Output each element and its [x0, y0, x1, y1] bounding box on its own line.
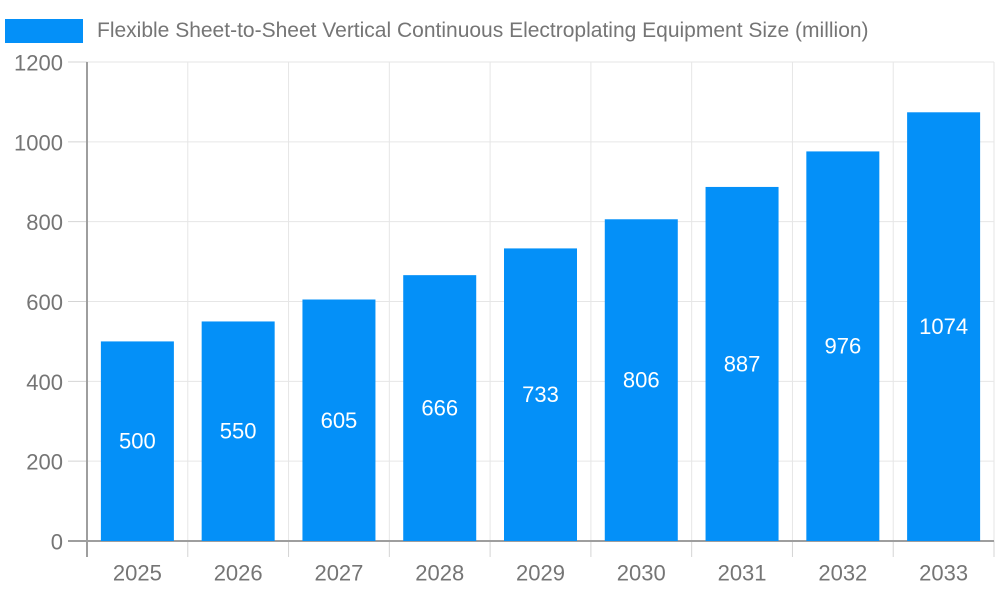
x-axis-tick-label: 2025 — [113, 561, 162, 586]
bar-2032[interactable] — [806, 151, 880, 541]
y-axis-tick-label: 800 — [26, 210, 63, 235]
y-axis-tick-label: 200 — [26, 450, 63, 475]
x-axis-tick-label: 2032 — [818, 561, 867, 586]
bar-2033[interactable] — [907, 112, 981, 542]
x-axis-tick-label: 2028 — [415, 561, 464, 586]
y-axis-tick-label: 400 — [26, 370, 63, 395]
bar-2028[interactable] — [403, 275, 477, 541]
bar-2026[interactable] — [201, 321, 275, 541]
bar-value-label: 666 — [421, 396, 458, 421]
legend-series-label[interactable]: Flexible Sheet-to-Sheet Vertical Continu… — [97, 19, 869, 42]
x-axis-tick-label: 2026 — [214, 561, 263, 586]
x-axis-tick-label: 2027 — [314, 561, 363, 586]
bar-value-label: 733 — [522, 382, 559, 407]
bar-value-label: 1074 — [919, 314, 968, 339]
bar-value-label: 500 — [119, 429, 156, 454]
bar-2031[interactable] — [705, 186, 779, 542]
bar-2025[interactable] — [100, 341, 174, 541]
bar-value-label: 605 — [321, 408, 358, 433]
bar-2030[interactable] — [604, 219, 678, 541]
y-axis-tick-label: 0 — [51, 530, 63, 555]
x-axis-tick-label: 2033 — [919, 561, 968, 586]
bar-2027[interactable] — [302, 299, 376, 541]
x-axis-tick-label: 2030 — [617, 561, 666, 586]
legend-item[interactable]: Flexible Sheet-to-Sheet Vertical Continu… — [5, 19, 869, 43]
y-axis-tick-label: 1000 — [14, 130, 63, 155]
x-axis-tick-label: 2029 — [516, 561, 565, 586]
y-axis-tick-label: 600 — [26, 290, 63, 315]
bar-2029[interactable] — [504, 248, 577, 541]
y-axis-tick-label: 1200 — [14, 51, 63, 76]
x-axis-tick-label: 2031 — [718, 561, 767, 586]
legend-swatch[interactable] — [5, 19, 83, 43]
bar-value-label: 550 — [220, 419, 257, 444]
bar-value-label: 887 — [724, 351, 761, 376]
bar-value-label: 976 — [824, 334, 861, 359]
bar-value-label: 806 — [623, 368, 660, 393]
